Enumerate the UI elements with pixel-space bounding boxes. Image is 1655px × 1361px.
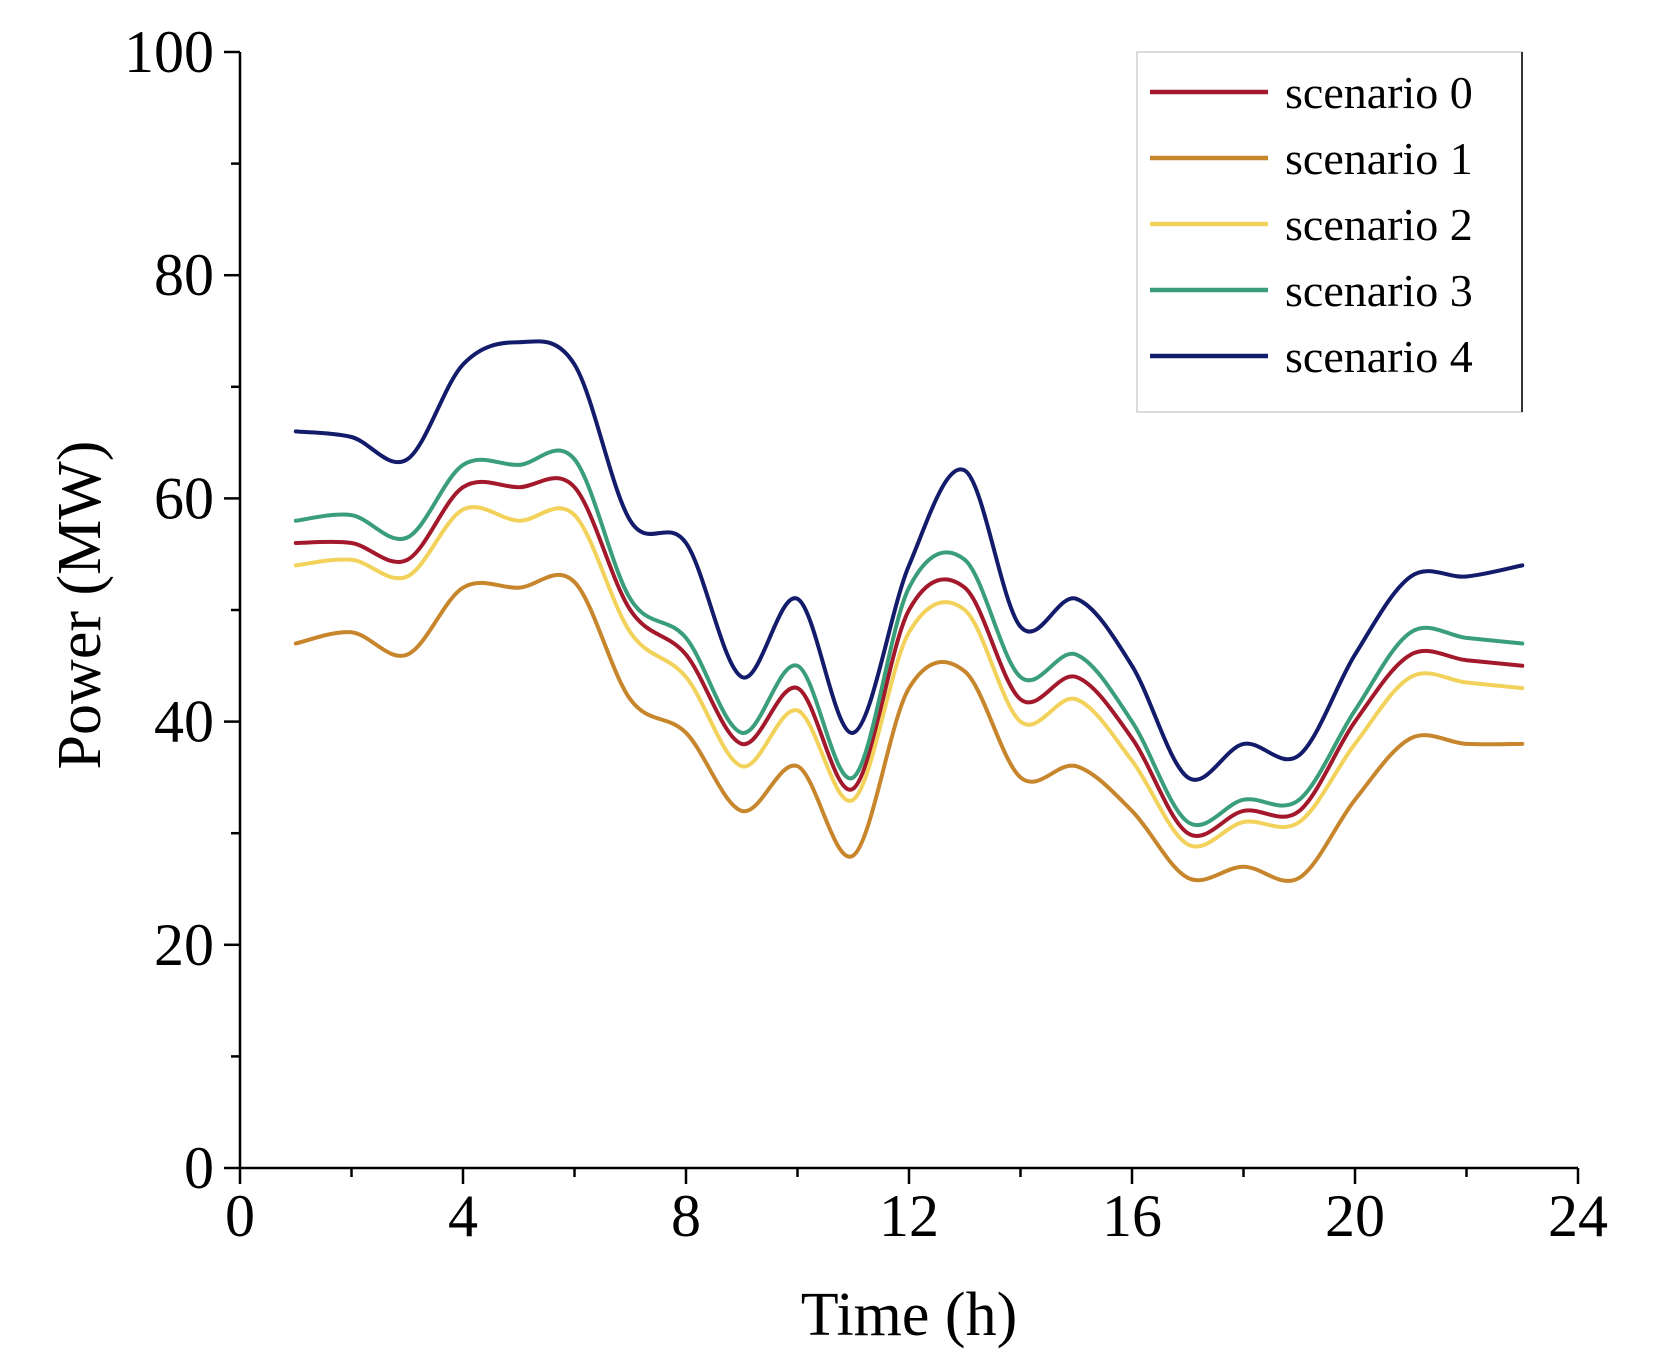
tick-labels: 0 4 8 12 16 20 24 0 20 40 60 80 100 xyxy=(124,19,1608,1249)
x-tick-label: 24 xyxy=(1548,1183,1608,1249)
x-tick-label: 20 xyxy=(1325,1183,1385,1249)
y-tick-label: 80 xyxy=(154,242,214,308)
series-line-scenario-4 xyxy=(293,339,1525,782)
legend-label: scenario 0 xyxy=(1285,67,1473,118)
series-line-scenario-3 xyxy=(293,448,1525,827)
x-tick-label: 0 xyxy=(225,1183,255,1249)
x-tick-label: 16 xyxy=(1102,1183,1162,1249)
x-tick-label: 8 xyxy=(671,1183,701,1249)
y-tick-label: 60 xyxy=(154,465,214,531)
ticks xyxy=(224,50,1580,1184)
series-line-scenario-2 xyxy=(293,505,1525,849)
y-axis-title: Power (MW) xyxy=(46,441,114,770)
x-axis-title: Time (h) xyxy=(801,1281,1017,1349)
series-group xyxy=(293,339,1525,883)
x-tick-label: 4 xyxy=(448,1183,478,1249)
series-line-scenario-1 xyxy=(293,573,1525,883)
y-tick-label: 20 xyxy=(154,912,214,978)
legend-label: scenario 4 xyxy=(1285,331,1473,382)
legend: scenario 0 scenario 1 scenario 2 scenario 3… xyxy=(1136,51,1523,413)
y-tick-label: 0 xyxy=(184,1135,214,1201)
legend-label: scenario 1 xyxy=(1285,133,1473,184)
legend-label: scenario 2 xyxy=(1285,199,1473,250)
legend-items: scenario 0 scenario 1 scenario 2 scenario 3… xyxy=(1150,67,1473,382)
legend-label: scenario 3 xyxy=(1285,265,1473,316)
legend-box xyxy=(1136,51,1523,413)
y-tick-label: 100 xyxy=(124,19,214,85)
x-tick-label: 12 xyxy=(879,1183,939,1249)
y-tick-label: 40 xyxy=(154,689,214,755)
series-line-scenario-0 xyxy=(293,476,1525,838)
